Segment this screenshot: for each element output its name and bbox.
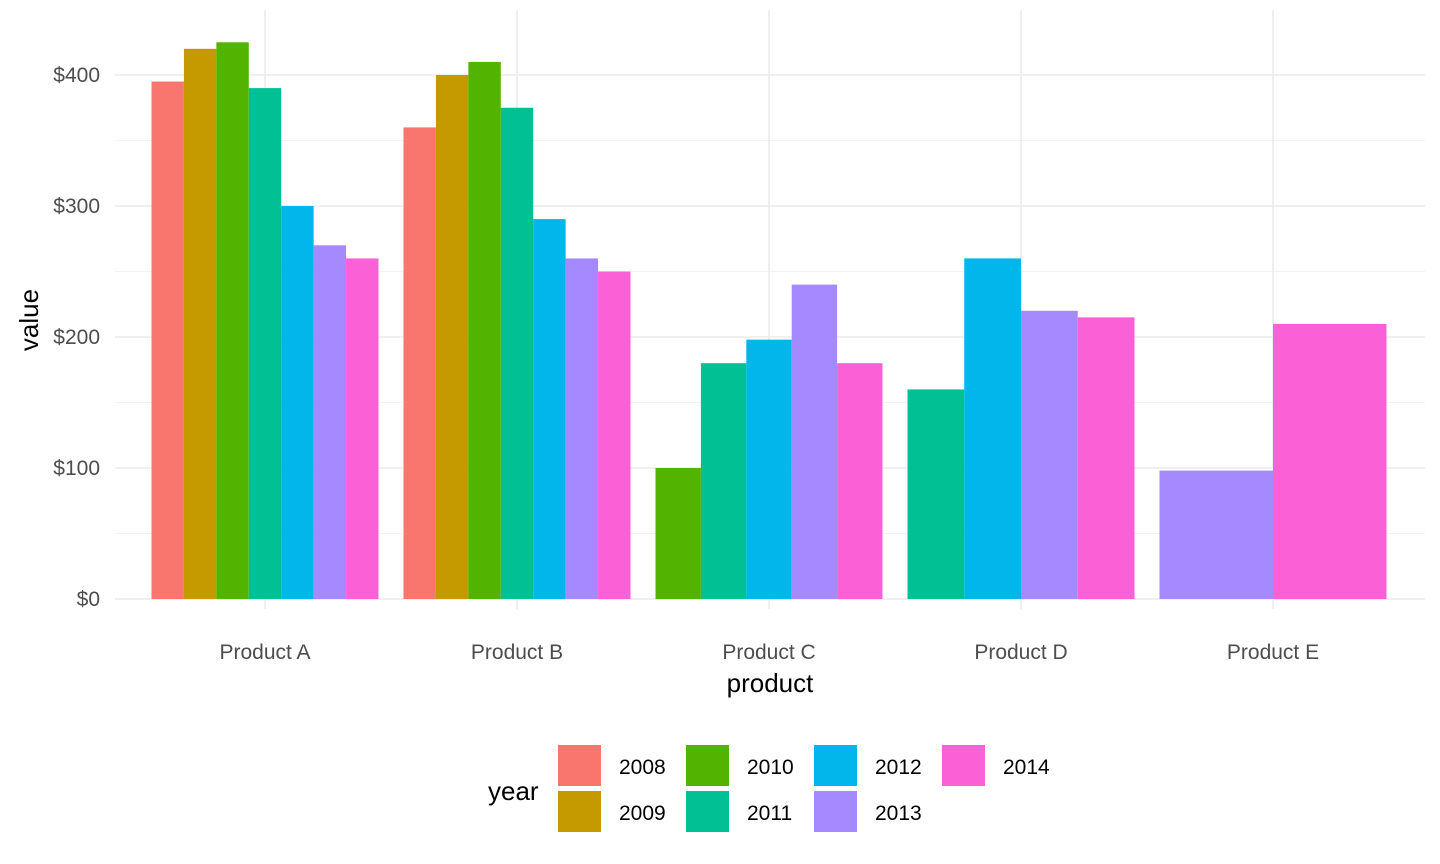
legend-label: 2008 bbox=[619, 756, 666, 779]
bar bbox=[1021, 310, 1078, 599]
y-tick-label: $300 bbox=[53, 195, 100, 218]
legend-label: 2012 bbox=[875, 756, 922, 779]
bar bbox=[964, 258, 1021, 599]
bar bbox=[700, 363, 747, 599]
bar bbox=[346, 258, 379, 599]
x-tick-label: Product A bbox=[219, 641, 310, 664]
legend-key bbox=[558, 791, 601, 832]
y-tick-label: $200 bbox=[53, 326, 100, 349]
legend-key bbox=[814, 745, 857, 786]
bar bbox=[837, 363, 883, 599]
legend: year 2008 2009 2010 2011 2012 2013 2014 bbox=[488, 745, 1050, 832]
bar bbox=[403, 127, 436, 600]
x-tick-label: Product B bbox=[471, 641, 563, 664]
legend-key bbox=[686, 745, 729, 786]
legend-title: year bbox=[488, 776, 539, 806]
x-tick-label: Product E bbox=[1227, 641, 1319, 664]
bar bbox=[1077, 317, 1135, 599]
y-axis-title: value bbox=[14, 289, 44, 351]
bars-layer bbox=[151, 42, 1387, 600]
bar bbox=[533, 219, 566, 599]
x-axis: Product A Product B Product C Product D Prod… bbox=[219, 641, 1319, 664]
bar bbox=[746, 339, 792, 599]
bar bbox=[907, 389, 965, 599]
legend-label: 2013 bbox=[875, 802, 922, 825]
bar bbox=[313, 245, 347, 600]
legend-label: 2010 bbox=[747, 756, 794, 779]
bar bbox=[1159, 470, 1273, 599]
bar bbox=[791, 284, 838, 599]
bar bbox=[248, 88, 282, 599]
bar bbox=[1273, 323, 1387, 599]
bar bbox=[655, 468, 701, 599]
x-tick-label: Product C bbox=[722, 641, 815, 664]
legend-label: 2014 bbox=[1003, 756, 1050, 779]
y-axis: $0 $100 $200 $300 $400 bbox=[53, 64, 100, 611]
legend-key bbox=[942, 745, 985, 786]
bar bbox=[500, 107, 534, 599]
bar bbox=[151, 81, 184, 600]
y-tick-label: $400 bbox=[53, 64, 100, 87]
bar bbox=[281, 206, 314, 599]
legend-key bbox=[814, 791, 857, 832]
bar bbox=[565, 258, 599, 599]
legend-key bbox=[558, 745, 601, 786]
legend-key bbox=[686, 791, 729, 832]
legend-label: 2011 bbox=[747, 802, 792, 825]
bar bbox=[468, 61, 501, 599]
bar bbox=[598, 271, 631, 599]
bar bbox=[216, 42, 249, 599]
y-tick-label: $0 bbox=[77, 588, 100, 611]
x-axis-title: product bbox=[727, 668, 814, 698]
legend-label: 2009 bbox=[619, 802, 666, 825]
bar bbox=[435, 75, 469, 599]
bar bbox=[183, 48, 217, 600]
y-tick-label: $100 bbox=[53, 457, 100, 480]
x-tick-label: Product D bbox=[974, 641, 1067, 664]
